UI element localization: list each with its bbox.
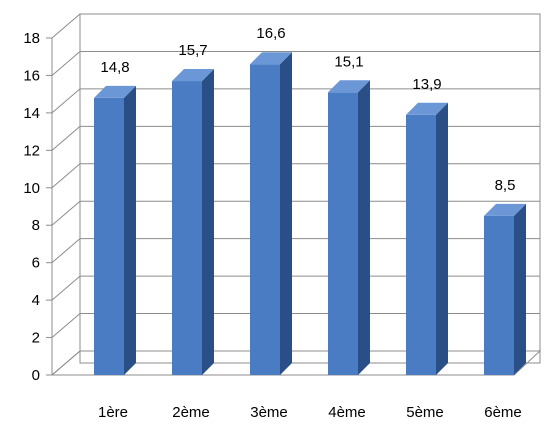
floor [50, 350, 542, 376]
y-tick-label: 16 [23, 67, 40, 84]
grid-line [51, 200, 540, 226]
bar-side [202, 69, 214, 376]
grid-line [51, 163, 540, 189]
grid-line [51, 125, 540, 151]
bar-top [250, 52, 292, 65]
grid-line [51, 313, 540, 338]
bar [328, 92, 358, 376]
bar-side [514, 203, 526, 375]
grid-lines [50, 13, 542, 376]
data-label: 15,1 [334, 53, 363, 70]
data-label: 15,7 [178, 42, 207, 59]
x-tick-label: 4ème [328, 404, 366, 421]
x-axis-labels: 1ère 2ème 3ème 4ème 5ème 6ème [98, 404, 522, 421]
bar-top [484, 203, 526, 216]
x-tick-label: 1ère [98, 404, 128, 421]
x-tick-label: 3ème [250, 404, 288, 421]
bar [94, 97, 124, 376]
bar [406, 114, 436, 375]
x-tick-label: 2ème [172, 404, 210, 421]
y-tick-label: 0 [32, 367, 40, 384]
bar-side [436, 102, 448, 375]
bars [94, 52, 526, 376]
y-tick-label: 2 [32, 330, 40, 347]
bar-top [328, 80, 370, 93]
x-tick-label: 5ème [406, 404, 444, 421]
y-axis: 0 2 4 6 8 10 12 14 16 18 [23, 30, 53, 384]
y-tick-label: 18 [23, 30, 40, 47]
data-label: 16,6 [256, 25, 285, 42]
bar-side [124, 85, 136, 376]
x-tick-label: 6ème [484, 404, 522, 421]
bar [172, 81, 202, 376]
y-tick-label: 10 [23, 180, 40, 197]
y-tick-label: 8 [32, 217, 40, 234]
data-label: 14,8 [100, 59, 129, 76]
grid-line [51, 238, 540, 264]
y-tick-label: 6 [32, 255, 40, 272]
data-label: 8,5 [495, 177, 516, 194]
bar-top [172, 69, 214, 82]
bar-side [280, 52, 292, 375]
bar-side [358, 80, 370, 376]
bar [484, 215, 514, 375]
data-labels: 14,8 15,7 16,6 15,1 13,9 8,5 [100, 25, 515, 194]
y-tick-label: 4 [32, 292, 40, 309]
y-tick-label: 14 [23, 105, 40, 122]
bar [250, 64, 280, 375]
grid-line [51, 275, 540, 301]
back-wall [79, 13, 541, 364]
grid-line [51, 88, 540, 114]
y-tick-label: 12 [23, 142, 40, 159]
grid-line [51, 50, 540, 76]
bar-top [406, 102, 448, 115]
bar-top [94, 85, 136, 98]
data-label: 13,9 [412, 76, 441, 93]
grid-line [51, 13, 540, 39]
